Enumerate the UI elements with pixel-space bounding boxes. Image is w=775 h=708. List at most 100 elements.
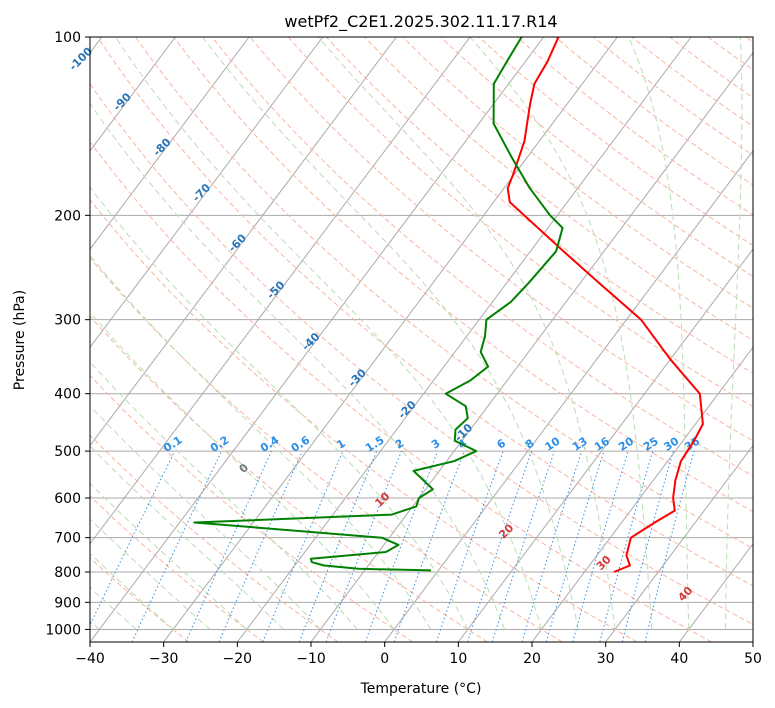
dry-adiabat-line <box>90 141 712 642</box>
isotherm-line <box>457 248 753 642</box>
dry-adiabat-label: -20 <box>396 398 419 421</box>
moist-adiabat-label: 20 <box>496 521 516 541</box>
mixing-ratio-label: 0.4 <box>258 433 282 455</box>
dry-adiabat-line <box>90 198 638 642</box>
isotherm-line <box>236 37 692 642</box>
moist-adiabat-line <box>90 186 469 630</box>
moist-adiabat-label: 10 <box>372 490 392 510</box>
y-tick-label: 700 <box>54 531 81 547</box>
dry-adiabat-label: -50 <box>264 278 287 301</box>
dry-adiabat-label: -30 <box>346 366 369 389</box>
isotherm-line <box>531 346 753 642</box>
plot-frame <box>89 36 754 643</box>
dry-adiabat-label: -40 <box>299 330 322 353</box>
y-tick-label: 500 <box>54 444 81 460</box>
dry-adiabat-line <box>90 557 190 642</box>
dry-adiabat-line <box>402 37 753 309</box>
x-tick-label: −30 <box>149 651 179 667</box>
moist-adiabat-line <box>90 445 284 630</box>
moist-adiabat-line <box>317 37 616 630</box>
isotherm-line <box>90 37 176 152</box>
dry-adiabat-line <box>287 37 753 408</box>
x-tick-label: 30 <box>597 651 615 667</box>
isotherm-line <box>605 444 753 642</box>
x-tick-label: −10 <box>296 651 326 667</box>
mixing-ratio-line <box>90 450 176 626</box>
moist-adiabat-line <box>90 405 321 630</box>
dry-adiabat-line <box>593 37 753 157</box>
isotherm-line <box>163 37 618 642</box>
y-tick-label: 1000 <box>45 622 81 638</box>
y-axis: 100 200 300 400 500 600 700 800 900 1000 <box>45 30 90 638</box>
dry-adiabat-line <box>478 37 753 247</box>
isotherm-line <box>90 37 250 250</box>
mixing-ratio-line <box>545 450 605 642</box>
isotherm-line <box>90 37 545 642</box>
mixing-ratio-line <box>364 450 439 642</box>
mixing-ratio-line <box>131 450 223 642</box>
mixing-ratio-line <box>325 450 402 642</box>
x-axis: −40 −30 −20 −10 0 10 20 30 40 50 <box>75 642 762 667</box>
mixing-ratio-line <box>185 450 272 642</box>
y-axis-label: Pressure (hPa) <box>12 290 28 390</box>
moist-adiabat-line <box>90 482 248 630</box>
y-tick-label: 100 <box>54 30 81 46</box>
isotherm-line <box>90 37 324 349</box>
moist-adiabat-line <box>628 37 690 630</box>
y-tick-label: 200 <box>54 208 81 224</box>
y-tick-label: 800 <box>54 565 81 581</box>
isotherm-line <box>384 150 753 642</box>
dry-adiabat-line <box>516 37 753 216</box>
mixing-ratio-label: 0.1 <box>161 433 184 455</box>
moist-adiabat-line <box>725 37 743 630</box>
chart-series <box>193 37 704 573</box>
moist-adiabat-line <box>90 552 174 630</box>
mixing-ratio-line <box>393 450 465 642</box>
dry-adiabat-label: -70 <box>190 181 213 204</box>
dry-adiabat-line <box>90 374 414 642</box>
mixing-ratio-line <box>218 450 303 642</box>
y-tick-label: 400 <box>54 387 81 403</box>
x-axis-label: Temperature (°C) <box>360 681 482 697</box>
mixing-ratio-line <box>467 450 533 642</box>
mixing-ratio-line <box>435 450 504 642</box>
dry-adiabat-line <box>90 83 753 625</box>
mixing-ratio-line <box>491 450 555 642</box>
moist-adiabat-line <box>90 311 395 630</box>
dry-adiabat-line <box>325 37 753 374</box>
dry-adiabat-line <box>135 37 753 550</box>
moist-adiabat-label: 40 <box>675 584 695 604</box>
mixing-ratio-label: 6 <box>495 436 509 451</box>
x-tick-label: 50 <box>744 651 762 667</box>
x-tick-label: 10 <box>449 651 467 667</box>
x-tick-label: 20 <box>523 651 541 667</box>
chart-grid <box>90 37 753 642</box>
moist-adiabat-line <box>90 254 432 630</box>
temperature-profile-line <box>506 37 704 573</box>
dry-adiabat-line <box>96 37 753 587</box>
mixing-ratio-line <box>644 450 695 642</box>
mixing-ratio-label: 2 <box>393 437 407 452</box>
dry-adiabat-label: -90 <box>111 90 134 113</box>
adiabat-labels: 0.1 0.2 0.4 0.6 1 1.5 2 3 4 6 8 10 13 16 20 25 30 36-100-… <box>67 44 703 604</box>
moist-adiabat-line <box>469 37 653 630</box>
dry-adiabat-line <box>90 495 264 642</box>
moist-adiabat-line <box>202 37 579 630</box>
isotherm-line <box>90 37 471 545</box>
mixing-ratio-line <box>621 450 674 642</box>
mixing-ratio-line <box>572 450 629 642</box>
x-tick-label: 40 <box>670 651 688 667</box>
dry-adiabat-line <box>440 37 753 278</box>
dry-adiabat-line <box>745 37 753 43</box>
dewpoint-profile-line <box>193 37 564 572</box>
dry-adiabat-label: -100 <box>67 44 96 73</box>
x-tick-label: −20 <box>223 651 253 667</box>
dry-adiabat-line <box>211 37 753 477</box>
mixing-ratio-label: 0.6 <box>289 433 313 455</box>
x-tick-label: 0 <box>380 651 389 667</box>
mixing-ratio-line <box>521 450 583 642</box>
y-tick-label: 600 <box>54 491 81 507</box>
dry-adiabat-label: -80 <box>150 135 173 158</box>
mixing-ratio-label: 1.5 <box>363 433 386 455</box>
